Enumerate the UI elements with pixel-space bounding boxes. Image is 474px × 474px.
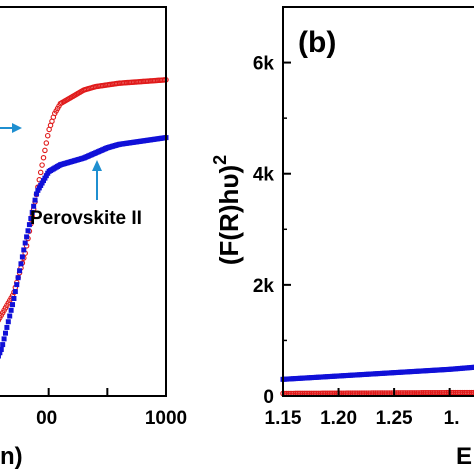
- data-point: [43, 140, 50, 146]
- arrow-annotation-head-icon: [92, 160, 102, 171]
- data-point: [21, 247, 27, 253]
- data-point: [450, 389, 457, 396]
- data-point: [426, 390, 432, 396]
- data-point: [18, 261, 24, 267]
- panel-b: 1.15 1.20 1.25 1. 0 2k 4k 6k (b) (F(R)hυ)2 E: [210, 6, 474, 470]
- data-point: [472, 390, 474, 396]
- panel-b-ylabel-sup: 2: [210, 155, 230, 165]
- data-point: [29, 209, 35, 215]
- data-point: [433, 389, 439, 396]
- data-point: [37, 169, 44, 176]
- y-tick-label: 2k: [253, 276, 275, 297]
- data-point: [440, 389, 446, 396]
- panel-a-series-0: [0, 77, 169, 323]
- data-point: [26, 222, 32, 228]
- data-point: [461, 389, 468, 396]
- data-point: [28, 216, 34, 222]
- data-point: [459, 389, 466, 396]
- data-point: [470, 364, 474, 370]
- data-point: [7, 313, 13, 319]
- x-tick-label: 1.25: [376, 408, 413, 429]
- data-point: [17, 268, 23, 274]
- data-point: [39, 162, 45, 168]
- data-point: [456, 389, 462, 396]
- data-point: [11, 295, 17, 301]
- panel-a-xlabel: n): [0, 443, 23, 470]
- data-point: [424, 390, 430, 396]
- data-point: [1, 336, 7, 342]
- panel-a-frame: [0, 6, 167, 397]
- data-point: [0, 353, 1, 359]
- panel-a-ticks: [47, 388, 167, 396]
- data-point: [40, 154, 47, 161]
- y-tick-label: 4k: [253, 165, 275, 186]
- panel-a-tick-labels: 00 1000: [36, 408, 187, 429]
- data-point: [31, 203, 37, 209]
- data-point: [470, 389, 474, 396]
- data-point: [44, 132, 51, 139]
- panel-b-ticks: [282, 61, 451, 397]
- data-point: [427, 390, 434, 396]
- data-point: [32, 197, 38, 203]
- data-point: [14, 282, 20, 288]
- data-point: [452, 389, 459, 396]
- panel-b-ylabel: (F(R)hυ)2: [210, 155, 244, 265]
- data-point: [0, 342, 6, 348]
- data-point: [10, 302, 16, 308]
- data-point: [466, 389, 473, 396]
- data-point: [24, 234, 30, 240]
- data-point: [429, 390, 436, 396]
- data-point: [42, 147, 48, 154]
- annotation-perovskite-ii: Perovskite II: [30, 208, 142, 229]
- data-point: [4, 324, 10, 330]
- data-point: [463, 389, 469, 396]
- data-point: [33, 191, 39, 197]
- data-point: [0, 350, 3, 356]
- panel-b-series-1: [280, 389, 474, 397]
- data-point: [420, 390, 427, 396]
- data-point: [2, 330, 8, 336]
- panel-b-ylabel-main: (F(R)hυ): [214, 165, 244, 265]
- svg-text:(F(R)hυ)2: (F(R)hυ)2: [210, 155, 244, 265]
- panel-b-series: [280, 364, 474, 397]
- data-point: [454, 389, 460, 396]
- panel-b-tick-labels: 1.15 1.20 1.25 1. 0 2k 4k 6k: [253, 54, 460, 429]
- x-tick-label: 1.20: [320, 408, 357, 429]
- data-point: [15, 275, 21, 281]
- data-point: [19, 254, 25, 260]
- data-point: [434, 389, 441, 396]
- panel-a: 00 1000 n) Perovskite II: [0, 6, 187, 470]
- data-point: [458, 389, 464, 396]
- data-point: [12, 289, 18, 295]
- y-tick-label: 6k: [253, 54, 275, 75]
- x-tick-label: 1.15: [265, 408, 302, 429]
- x-tick-label: 00: [36, 408, 57, 429]
- data-point: [472, 364, 474, 370]
- data-point: [22, 240, 28, 246]
- data-point: [25, 228, 31, 234]
- panel-b-frame: [282, 6, 474, 397]
- panel-b-series-0: [280, 364, 474, 382]
- data-point: [5, 319, 11, 325]
- data-point: [442, 389, 448, 396]
- data-point: [465, 389, 471, 396]
- arrow-left-head-icon: [12, 123, 22, 133]
- data-point: [438, 389, 444, 396]
- panel-b-label: (b): [298, 26, 336, 59]
- x-tick-label: 1.: [444, 408, 460, 429]
- x-tick-label: 1000: [145, 408, 187, 429]
- data-point: [422, 390, 428, 396]
- data-point: [431, 389, 437, 396]
- y-tick-label: 0: [263, 387, 274, 408]
- data-point: [436, 389, 443, 396]
- data-point: [8, 307, 14, 313]
- data-point: [0, 346, 4, 352]
- panel-b-xlabel: E: [456, 443, 472, 470]
